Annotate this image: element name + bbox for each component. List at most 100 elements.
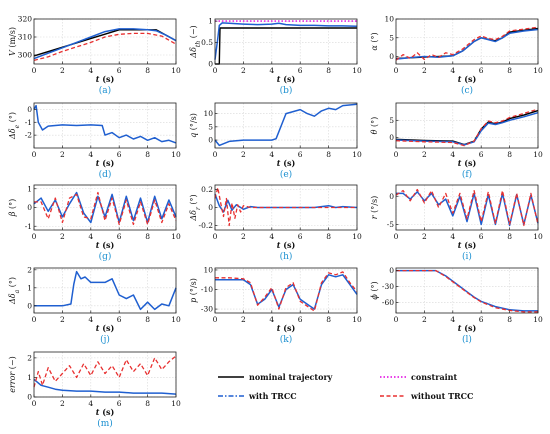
y-tick-label: 1: [27, 373, 32, 382]
y-tick-label: -2: [25, 131, 33, 140]
y-axis-label: q (°/s): [189, 113, 198, 138]
x-tick-label: 2: [241, 66, 246, 75]
panel-l: 0 2 4 6 8 10 0 -30 -60 t (s) ϕ (°) (l): [370, 266, 543, 345]
x-tick-label: 10: [171, 399, 181, 408]
series-line-without: [215, 271, 358, 312]
y-axis-label: Δδr (°): [189, 194, 202, 221]
x-tick-label: 8: [145, 150, 150, 159]
y-axis-label: V (m/s): [8, 27, 17, 56]
panel-sublabel: (c): [461, 85, 473, 96]
y-axis-label-sub: th: [195, 41, 202, 47]
x-tick-label: 0: [32, 315, 37, 324]
x-tick-label: 10: [171, 66, 181, 75]
y-axis-label-unit: (°/s): [189, 113, 198, 133]
y-axis-label-sub: r: [195, 206, 202, 210]
series-line-without: [395, 108, 539, 147]
y-axis-label: Δδe (°): [8, 112, 21, 140]
series-line-with: [395, 111, 539, 146]
x-axis-label-var: t: [96, 240, 100, 250]
y-tick-label: 2: [27, 353, 32, 362]
panel-sublabel: (f): [462, 169, 472, 180]
legend-label-with: with TRCC: [248, 391, 297, 401]
plot-frame: [33, 267, 177, 314]
series-line-without: [33, 355, 177, 388]
panel-k: 0 2 4 6 8 10 10 -10 -30 t (s) p (°/s) (k): [189, 265, 362, 345]
panel-f: 0 2 4 6 8 10 0 5 t (s) θ (°) (f): [370, 102, 543, 180]
y-tick-label: -1: [25, 118, 32, 127]
x-axis-label: t (s): [96, 158, 115, 168]
x-tick-label: 0: [394, 150, 399, 159]
y-axis-label-unit: (−): [189, 25, 198, 41]
x-axis-label: t (s): [96, 323, 115, 333]
series-line-without: [34, 191, 177, 226]
x-axis-label-var: t: [458, 74, 462, 84]
y-axis-label-main: V: [8, 49, 17, 56]
series-line-with: [33, 104, 177, 144]
x-tick-label: 10: [171, 232, 181, 241]
x-axis-label-var: t: [96, 158, 100, 168]
y-axis-label-unit: (°): [8, 277, 17, 290]
y-tick-label: 10: [384, 15, 394, 24]
series-line-with: [214, 193, 358, 213]
x-tick-label: 8: [507, 232, 512, 241]
x-tick-label: 6: [117, 232, 122, 241]
y-tick-label: -60: [382, 298, 394, 307]
x-axis-label-unit: (s): [461, 240, 476, 250]
x-tick-label: 10: [533, 66, 543, 75]
y-tick-label: 0: [208, 203, 213, 212]
x-tick-label: 0: [213, 66, 218, 75]
y-tick-label: 5: [389, 116, 394, 125]
y-tick-label: -0.2: [199, 221, 214, 230]
x-axis-label-var: t: [458, 158, 462, 168]
x-tick-label: 0: [32, 66, 37, 75]
plot-frame: [33, 351, 177, 398]
series-line-without: [214, 187, 357, 227]
y-axis-label-main: β: [8, 211, 17, 217]
x-axis-label-unit: (s): [99, 74, 114, 84]
y-axis-label: p (°/s): [189, 278, 198, 303]
x-tick-label: 6: [479, 150, 484, 159]
x-axis-label: t (s): [277, 158, 296, 168]
x-tick-label: 4: [269, 315, 274, 324]
y-tick-label: 10: [203, 265, 213, 274]
y-tick-label: -5: [387, 220, 395, 229]
x-axis-label-var: t: [458, 240, 462, 250]
x-tick-label: 0: [213, 232, 218, 241]
panel-m: 0 2 4 6 8 10 0 1 2 t (s) error (−) (m): [8, 351, 181, 429]
x-tick-label: 6: [117, 150, 122, 159]
x-tick-label: 10: [352, 232, 362, 241]
panel-j: 0 2 4 6 8 10 0 1 2 t (s) Δδa (°) (j): [8, 265, 181, 345]
x-tick-label: 6: [298, 150, 303, 159]
x-tick-label: 10: [533, 232, 543, 241]
x-tick-label: 8: [326, 232, 331, 241]
x-tick-label: 8: [145, 399, 150, 408]
panel-h: 0 2 4 6 8 10 -0.2 0 0.2 t (s) Δδr (°) (h): [189, 184, 362, 262]
y-axis-label-main: Δδ: [189, 210, 198, 222]
y-tick-label: 0: [208, 136, 213, 145]
y-axis-label-unit: (m/s): [8, 27, 17, 50]
y-tick-label: 0: [208, 60, 213, 69]
series-line-without: [396, 269, 538, 313]
y-axis-label-main: Δδ: [189, 47, 198, 59]
panel-sublabel: (k): [280, 334, 292, 345]
panel-d: 0 2 4 6 8 10 0 -1 -2 t (s) Δδe (°) (d): [8, 102, 181, 180]
y-axis-label-main: ϕ: [370, 294, 379, 300]
y-axis-label: α (°): [370, 32, 379, 50]
y-tick-label: 5: [389, 33, 394, 42]
y-axis-label-main: θ: [370, 129, 379, 134]
x-tick-label: 2: [422, 66, 427, 75]
x-tick-label: 4: [269, 150, 274, 159]
x-tick-label: 6: [117, 66, 122, 75]
y-axis-label-unit: (°/s): [189, 278, 198, 298]
x-axis-label-unit: (s): [280, 158, 295, 168]
x-tick-label: 8: [326, 315, 331, 324]
x-tick-label: 8: [507, 315, 512, 324]
x-tick-label: 0: [32, 399, 37, 408]
x-tick-label: 8: [145, 66, 150, 75]
panel-i: 0 2 4 6 8 10 0 -5 t (s) r (°/s) (i): [370, 184, 543, 262]
x-tick-label: 4: [88, 232, 93, 241]
x-axis-label-unit: (s): [99, 240, 114, 250]
plot-frame: [395, 267, 539, 314]
x-axis-label: t (s): [96, 74, 115, 84]
x-axis-label-var: t: [96, 74, 100, 84]
